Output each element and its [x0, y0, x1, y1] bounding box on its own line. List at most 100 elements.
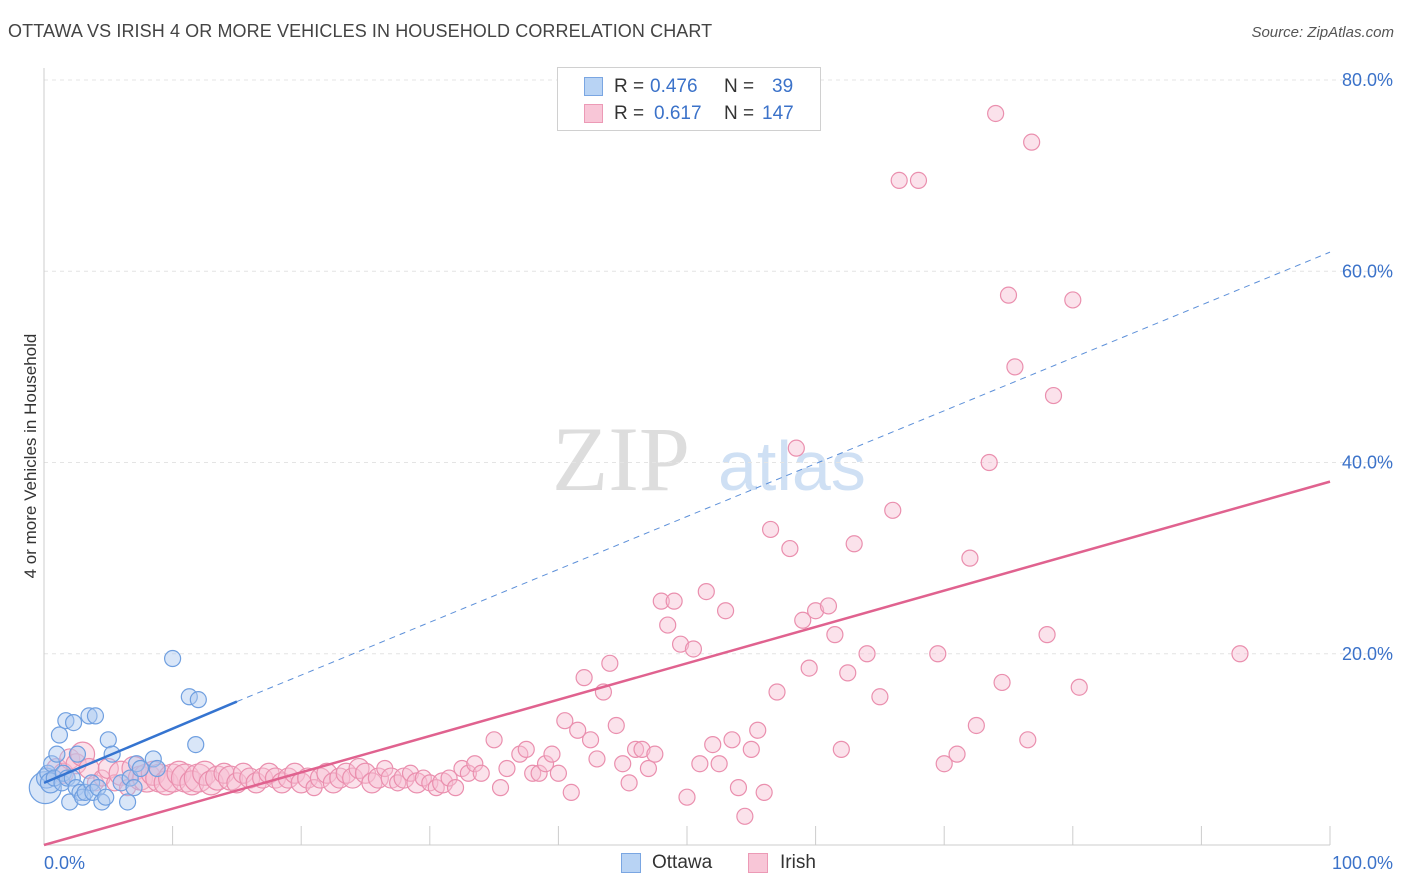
irish-point [543, 745, 561, 763]
irish-point [633, 740, 651, 758]
irish-point [742, 740, 760, 758]
bottom-legend-ottawa: Ottawa [621, 852, 731, 876]
tick-labels: 20.0% 40.0% 60.0% 80.0% 0.0% 100.0% [44, 70, 1393, 873]
irish-point [684, 640, 703, 658]
irish-point [614, 755, 632, 773]
bottom-irish-label: Irish [780, 852, 816, 873]
irish-point [755, 783, 773, 802]
irish-point [652, 592, 670, 610]
ottawa-point [64, 713, 83, 732]
irish-point [704, 735, 722, 754]
irish-point [440, 769, 458, 787]
irish-point [562, 783, 580, 802]
irish-point [871, 688, 889, 706]
irish-point [646, 745, 664, 763]
y-tick-label: 60.0% [1342, 261, 1393, 281]
bottom-ottawa-label: Ottawa [652, 852, 713, 873]
irish-point [466, 755, 484, 773]
irish-point [999, 286, 1018, 304]
irish-point [678, 788, 696, 806]
irish-point [530, 764, 548, 782]
irish-point [794, 611, 812, 629]
ottawa-point [86, 707, 105, 725]
ottawa-point [112, 774, 130, 792]
watermark-zip: ZIP [552, 408, 690, 510]
ottawa-point [164, 649, 182, 668]
irish-point [498, 759, 516, 778]
irish-point [749, 721, 767, 739]
irish-point [826, 626, 844, 644]
irish-point [980, 453, 998, 472]
ottawa-point [73, 788, 92, 806]
irish-point [1070, 678, 1088, 696]
irish-point [153, 770, 179, 796]
irish-point [987, 104, 1005, 123]
watermark-atlas: atlas [718, 427, 866, 505]
irish-point [858, 645, 876, 663]
irish-point [691, 755, 709, 773]
irish-point [736, 807, 754, 825]
irish-point [832, 740, 850, 758]
ottawa-r-label: R = [614, 76, 645, 97]
irish-point [639, 759, 658, 778]
irish-point [716, 602, 735, 620]
irish-point [601, 654, 619, 672]
ottawa-point [148, 759, 166, 778]
irish-point [993, 673, 1011, 692]
irish-point [781, 539, 799, 558]
ottawa-point [118, 793, 137, 811]
irish-point [472, 764, 490, 782]
ottawa-point [71, 783, 89, 802]
ottawa-r-value: 0.476 [650, 76, 698, 97]
irish-point [819, 597, 838, 615]
ottawa-swatch [584, 77, 603, 96]
irish-point [367, 767, 389, 789]
irish-point [588, 750, 606, 768]
irish-point [549, 764, 568, 782]
ottawa-n-label: N = [724, 76, 755, 97]
irish-point [620, 774, 638, 792]
irish-n-value: 147 [762, 103, 794, 124]
irish-n-label: N = [724, 103, 755, 124]
irish-point [485, 731, 503, 749]
irish-point [697, 582, 715, 601]
irish-point [800, 659, 818, 677]
x-tick-label-start: 0.0% [44, 853, 85, 873]
trend-lines [43, 251, 1331, 847]
irish-point [884, 501, 902, 519]
ottawa-point [50, 726, 69, 744]
irish-swatch [584, 104, 603, 123]
ottawa-point [187, 735, 205, 754]
chart-title: OTTAWA VS IRISH 4 OR MORE VEHICLES IN HO… [8, 21, 713, 41]
ottawa-point [144, 750, 162, 768]
irish-point [524, 764, 542, 782]
ottawa-point [125, 779, 143, 797]
correlation-legend: R = 0.476 N = 39 R = 0.617 N = 147 [557, 67, 821, 131]
bottom-irish-swatch [748, 853, 768, 873]
ottawa-point [189, 691, 207, 709]
irish-point [575, 669, 593, 687]
irish-point [1006, 358, 1024, 376]
irish-point [581, 731, 600, 749]
ottawa-trend-line [43, 700, 238, 784]
irish-point [729, 779, 748, 797]
irish-point [768, 683, 786, 701]
bottom-ottawa-swatch [621, 853, 641, 873]
irish-point [961, 549, 979, 567]
irish-point [1231, 645, 1249, 663]
irish-point [1064, 291, 1082, 309]
irish-point [806, 602, 825, 620]
irish-point [491, 779, 510, 797]
irish-point [569, 721, 587, 739]
ottawa-point [48, 745, 66, 763]
irish-point [626, 740, 645, 758]
irish-point [517, 740, 535, 758]
irish-point [967, 716, 985, 735]
irish-point [536, 755, 555, 773]
ottawa-point [99, 731, 117, 749]
ottawa-n-value: 39 [772, 76, 794, 97]
irish-point [659, 616, 677, 634]
irish-point [556, 712, 574, 730]
irish-point [935, 755, 953, 773]
irish-point [665, 592, 683, 610]
